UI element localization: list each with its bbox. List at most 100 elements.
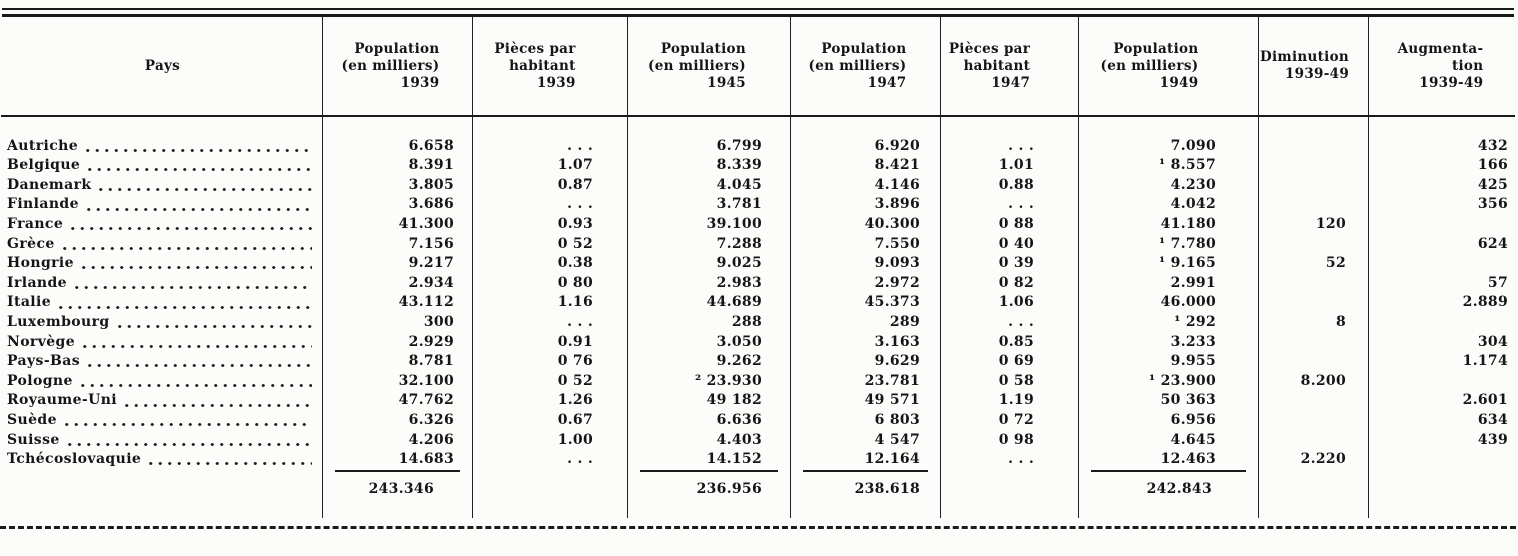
cell-pop1949: 4.230 xyxy=(1078,175,1258,196)
dot-leader xyxy=(96,175,312,196)
cell-aug: 356 xyxy=(1368,195,1516,215)
cell-pop1949: ¹ 7.780 xyxy=(1078,234,1258,255)
cell-pop1945: ² 23.930 xyxy=(627,371,790,392)
cell-pays: Norvège xyxy=(0,332,322,353)
table-top-border xyxy=(2,8,1514,17)
cell-pop1939: 6.658 xyxy=(322,136,472,157)
dot-leader xyxy=(61,410,312,431)
cell-aug xyxy=(1368,254,1516,274)
table-row: Italie 43.112 1.16 44.689 45.373 1.06 46.000 2.… xyxy=(0,293,1516,313)
cell-aug: 425 xyxy=(1368,175,1516,196)
dot-leader xyxy=(80,332,312,353)
cell-pieces1939: 0.67 xyxy=(472,410,627,431)
cell-aug xyxy=(1368,214,1516,235)
cell-pop1947: 9.629 xyxy=(790,352,940,372)
country-name: Tchécoslovaquie xyxy=(7,451,142,468)
cell-pieces1939: 1.26 xyxy=(472,391,627,411)
cell-pop1945: 2.983 xyxy=(627,273,790,294)
cell-pays: Pays-Bas xyxy=(0,352,322,372)
totals-empty-pieces1947 xyxy=(940,469,1078,518)
dot-leader xyxy=(56,293,312,313)
spacer-cell xyxy=(472,117,627,137)
cell-pieces1939: 0 52 xyxy=(472,234,627,255)
cell-pieces1947: . . . xyxy=(940,312,1078,333)
cell-pop1949: 4.042 xyxy=(1078,195,1258,215)
cell-pieces1939: 1.00 xyxy=(472,430,627,451)
table-row: France 41.300 0.93 39.100 40.300 0 88 41.180 12… xyxy=(0,214,1516,235)
cell-pop1947: 9.093 xyxy=(790,254,940,274)
cell-pop1949: ¹ 292 xyxy=(1078,312,1258,333)
cell-pays: Royaume-Uni xyxy=(0,391,322,411)
cell-dim xyxy=(1258,136,1368,157)
cell-pieces1947: 0 40 xyxy=(940,234,1078,255)
cell-dim: 120 xyxy=(1258,214,1368,235)
cell-pays: Grèce xyxy=(0,234,322,255)
cell-pays: Finlande xyxy=(0,195,322,215)
country-name: Danemark xyxy=(7,176,92,193)
cell-dim xyxy=(1258,293,1368,313)
cell-pays: Pologne xyxy=(0,371,322,392)
cell-pieces1947: 1.19 xyxy=(940,391,1078,411)
country-name: Irlande xyxy=(7,274,67,291)
cell-pop1947: 12.164 xyxy=(790,450,940,470)
cell-pop1945: 49 182 xyxy=(627,391,790,411)
country-name: Belgique xyxy=(7,157,81,174)
country-name: Norvège xyxy=(7,333,76,350)
cell-pieces1947: . . . xyxy=(940,450,1078,470)
body-spacer-row xyxy=(0,117,1516,137)
cell-pop1939: 8.391 xyxy=(322,156,472,176)
country-name: Pays-Bas xyxy=(7,353,81,370)
cell-pieces1947: 0 98 xyxy=(940,430,1078,451)
totals-empty-diminution xyxy=(1258,469,1368,518)
table-row: Pologne 32.100 0 52 ² 23.930 23.781 0 58 ¹ 23.… xyxy=(0,371,1516,392)
total-population-1949: 242.843 xyxy=(1078,469,1258,518)
cell-pop1939: 7.156 xyxy=(322,234,472,255)
cell-dim: 52 xyxy=(1258,254,1368,274)
dot-leader xyxy=(85,352,312,372)
cell-pays: France xyxy=(0,214,322,235)
cell-dim xyxy=(1258,430,1368,451)
dot-leader xyxy=(64,430,312,451)
column-header-augmentation: Augmenta- tion 1939-49 xyxy=(1368,17,1516,115)
cell-pop1945: 39.100 xyxy=(627,214,790,235)
spacer-cell xyxy=(1258,117,1368,137)
column-header-population-1947: Population (en milliers) 1947 xyxy=(790,17,940,115)
table-row: Norvège 2.929 0.91 3.050 3.163 0.85 3.233 304 xyxy=(0,332,1516,353)
table-body: Autriche 6.658. . . 6.799 6.920. . . 7.090 43… xyxy=(0,117,1516,470)
cell-pop1939: 6.326 xyxy=(322,410,472,431)
cell-pays: Luxembourg xyxy=(0,312,322,333)
cell-dim xyxy=(1258,234,1368,255)
cell-pop1947: 4 547 xyxy=(790,430,940,451)
total-population-1939: 243.346 xyxy=(322,469,472,518)
cell-pop1949: 2.991 xyxy=(1078,273,1258,294)
cell-pop1939: 3.686 xyxy=(322,195,472,215)
cell-pays: Italie xyxy=(0,293,322,313)
country-name: Suède xyxy=(7,411,57,428)
country-name: Luxembourg xyxy=(7,313,110,330)
table-row: Royaume-Uni 47.762 1.26 49 182 49 571 1.19 50 … xyxy=(0,391,1516,411)
cell-aug: 1.174 xyxy=(1368,352,1516,372)
cell-pays: Suisse xyxy=(0,430,322,451)
cell-pieces1939: 1.16 xyxy=(472,293,627,313)
cell-pop1945: 3.781 xyxy=(627,195,790,215)
spacer-cell xyxy=(940,117,1078,137)
country-name: Royaume-Uni xyxy=(7,392,117,409)
cell-dim xyxy=(1258,195,1368,215)
cell-pop1949: 9.955 xyxy=(1078,352,1258,372)
cell-pop1947: 7.550 xyxy=(790,234,940,255)
table-row: Belgique 8.391 1.07 8.339 8.421 1.01 ¹ 8.557 16… xyxy=(0,156,1516,176)
spacer-cell xyxy=(1078,117,1258,137)
country-name: Finlande xyxy=(7,196,79,213)
cell-pieces1939: . . . xyxy=(472,450,627,470)
cell-pop1939: 8.781 xyxy=(322,352,472,372)
cell-pieces1939: 0.87 xyxy=(472,175,627,196)
table-row: Suisse 4.206 1.00 4.403 4 547 0 98 4.645 439 xyxy=(0,430,1516,451)
cell-pop1939: 4.206 xyxy=(322,430,472,451)
totals-row: 243.346 236.956 238.618 242.843 xyxy=(0,469,1516,518)
dot-leader xyxy=(85,156,312,176)
table-row: Luxembourg 300. . . 288 289. . .¹ 292 8 xyxy=(0,312,1516,333)
cell-pieces1939: 0.93 xyxy=(472,214,627,235)
cell-pieces1947: . . . xyxy=(940,195,1078,215)
cell-pop1939: 300 xyxy=(322,312,472,333)
